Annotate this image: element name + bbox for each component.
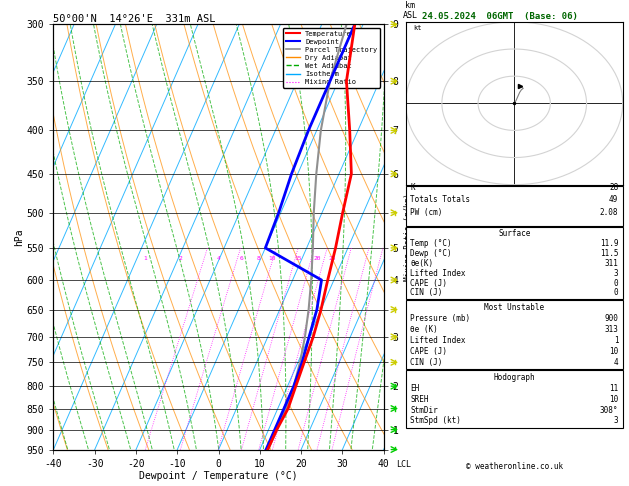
Text: © weatheronline.co.uk: © weatheronline.co.uk [465,462,563,471]
Text: Temp (°C): Temp (°C) [410,239,452,248]
Text: 15: 15 [294,256,302,261]
Text: 4: 4 [614,358,618,367]
Legend: Temperature, Dewpoint, Parcel Trajectory, Dry Adiabat, Wet Adiabat, Isotherm, Mi: Temperature, Dewpoint, Parcel Trajectory… [283,28,380,88]
Text: 10: 10 [609,347,618,356]
Text: LCL: LCL [396,460,411,469]
Text: 11: 11 [609,384,618,393]
Text: 28: 28 [609,183,618,192]
Text: 1: 1 [143,256,147,261]
Text: 0: 0 [614,278,618,288]
Text: kt: kt [413,25,421,31]
Text: 4: 4 [216,256,220,261]
Text: 308°: 308° [600,406,618,415]
Text: Most Unstable: Most Unstable [484,303,544,312]
Text: 1: 1 [614,336,618,345]
Text: CAPE (J): CAPE (J) [410,278,447,288]
Text: Dewp (°C): Dewp (°C) [410,249,452,258]
Y-axis label: hPa: hPa [14,228,24,246]
Text: 10: 10 [269,256,276,261]
Text: PW (cm): PW (cm) [410,208,442,217]
Text: Pressure (mb): Pressure (mb) [410,314,470,323]
Text: 3: 3 [614,269,618,278]
Text: StmSpd (kt): StmSpd (kt) [410,417,461,425]
Text: 20: 20 [313,256,321,261]
Text: 313: 313 [604,325,618,334]
Text: CIN (J): CIN (J) [410,358,442,367]
Text: 49: 49 [609,195,618,204]
X-axis label: Dewpoint / Temperature (°C): Dewpoint / Temperature (°C) [139,471,298,481]
Text: 11.9: 11.9 [600,239,618,248]
Text: K: K [410,183,415,192]
Text: Lifted Index: Lifted Index [410,336,465,345]
Text: 6: 6 [240,256,243,261]
Text: Lifted Index: Lifted Index [410,269,465,278]
Text: CAPE (J): CAPE (J) [410,347,447,356]
Text: 2.08: 2.08 [600,208,618,217]
Text: 50°00'N  14°26'E  331m ASL: 50°00'N 14°26'E 331m ASL [53,14,216,23]
Text: 24.05.2024  06GMT  (Base: 06): 24.05.2024 06GMT (Base: 06) [422,12,578,21]
Text: 11.5: 11.5 [600,249,618,258]
Text: EH: EH [410,384,420,393]
Text: θe (K): θe (K) [410,325,438,334]
Text: CIN (J): CIN (J) [410,289,442,297]
Text: 0: 0 [614,289,618,297]
Text: Totals Totals: Totals Totals [410,195,470,204]
Text: θe(K): θe(K) [410,259,433,268]
Text: 900: 900 [604,314,618,323]
Text: StmDir: StmDir [410,406,438,415]
Text: km
ASL: km ASL [403,0,418,20]
Text: 311: 311 [604,259,618,268]
Text: 10: 10 [609,395,618,404]
Text: 25: 25 [328,256,336,261]
Y-axis label: Mixing Ratio (g/kg): Mixing Ratio (g/kg) [404,193,413,281]
Text: 2: 2 [179,256,182,261]
Text: 8: 8 [257,256,260,261]
Text: SREH: SREH [410,395,428,404]
Text: Hodograph: Hodograph [493,373,535,382]
Text: Surface: Surface [498,229,530,238]
Text: 3: 3 [614,417,618,425]
